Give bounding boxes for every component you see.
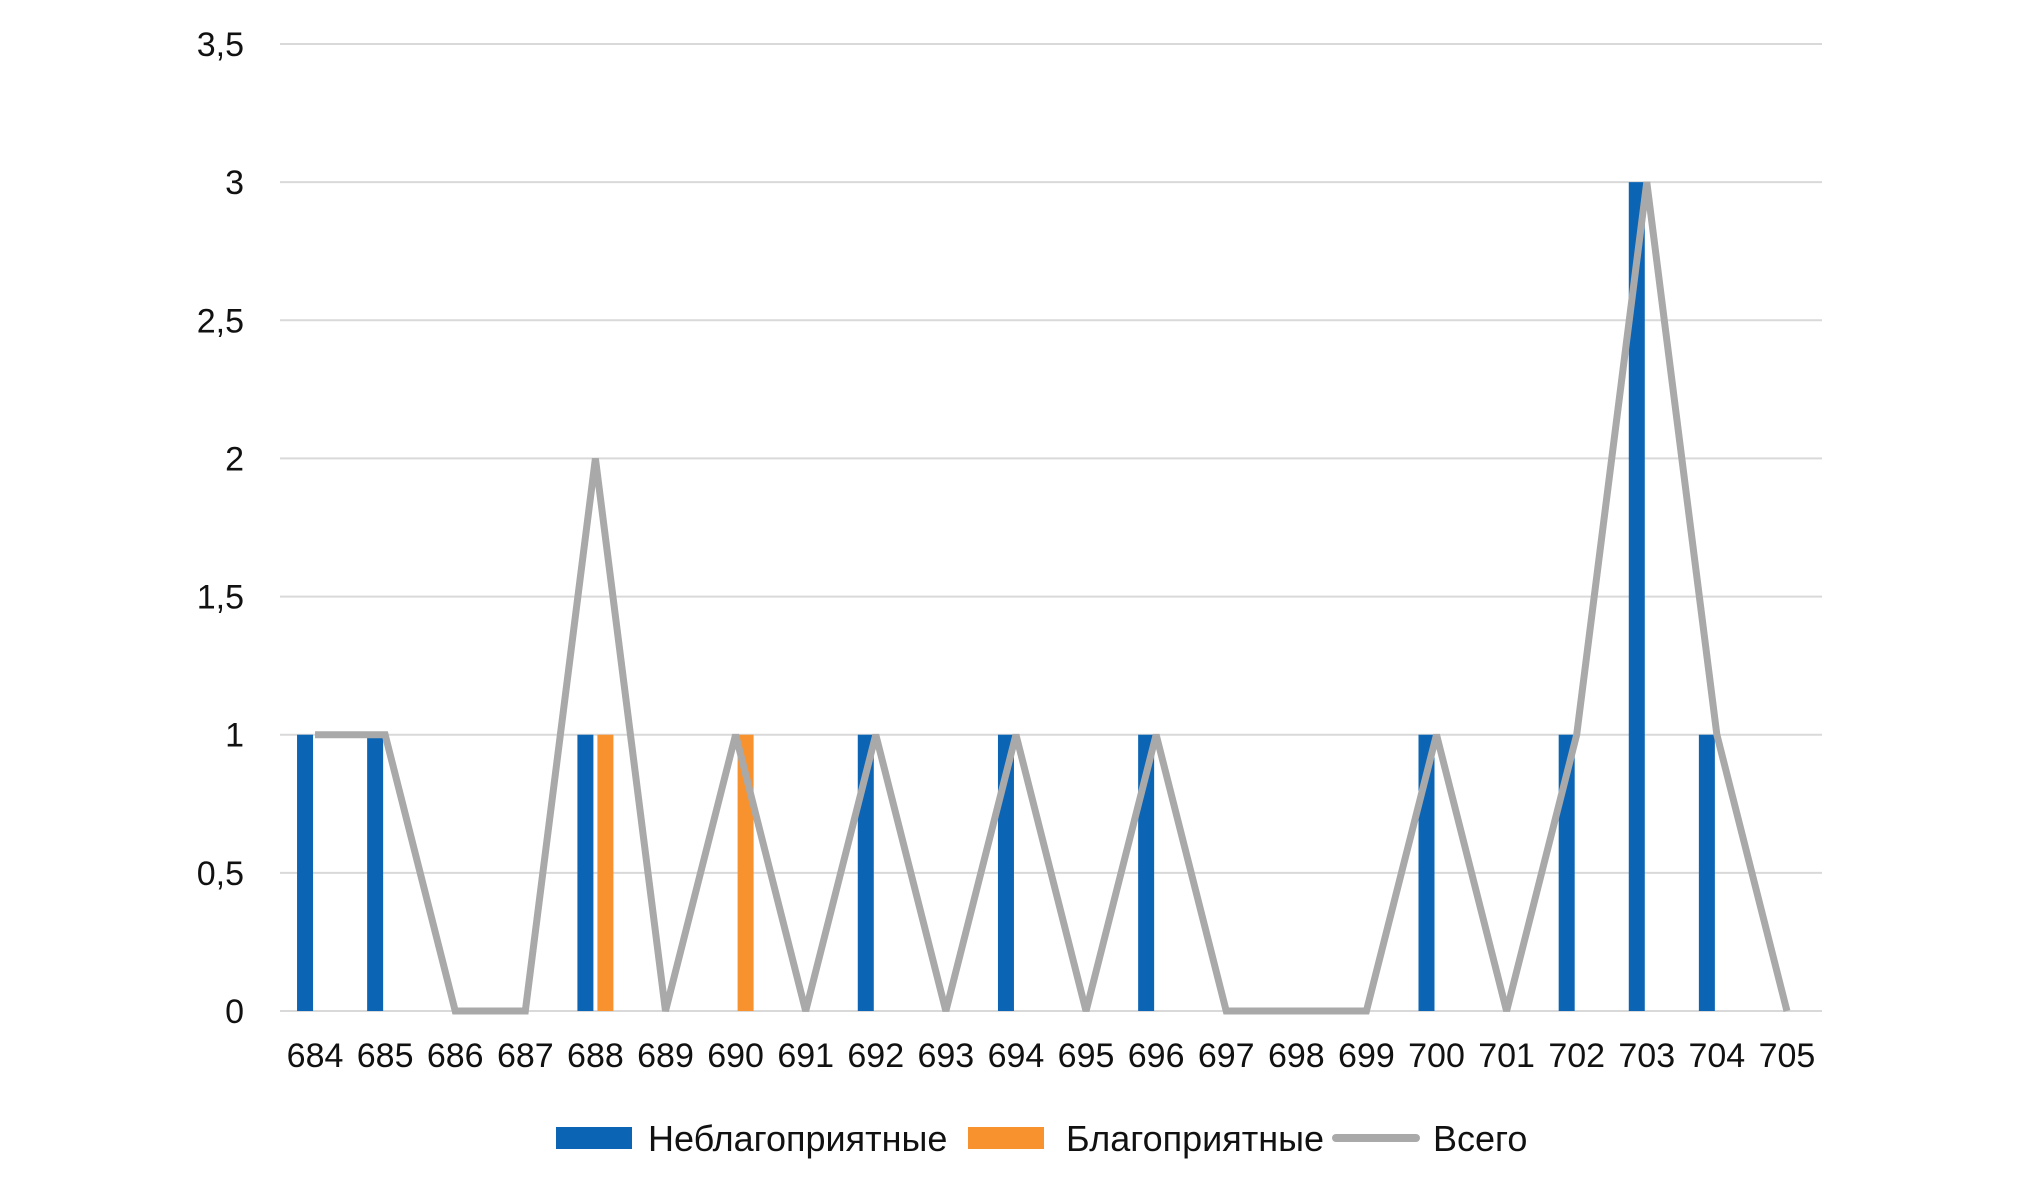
x-tick-label: 690 — [707, 1037, 764, 1075]
y-tick-label: 2,5 — [197, 302, 244, 340]
x-axis-ticks: 684 685 686 687 688 689 690 691 692 693 694 695 696 6… — [287, 1037, 1816, 1075]
x-tick-label: 689 — [637, 1037, 694, 1075]
bar-unfavorable — [297, 734, 314, 1011]
legend-label-total: Всего — [1433, 1118, 1527, 1159]
legend-label-unfavorable: Неблагоприятные — [648, 1118, 947, 1159]
x-tick-label: 695 — [1058, 1037, 1115, 1075]
x-tick-label: 687 — [497, 1037, 554, 1075]
legend-swatch-unfavorable — [556, 1127, 632, 1149]
y-axis-ticks: 0 0,5 1 1,5 2 2,5 3 3,5 — [197, 26, 244, 1031]
bar-favorable — [597, 734, 614, 1011]
gridlines — [280, 43, 1822, 1012]
bar-unfavorable — [367, 734, 384, 1011]
x-tick-label: 699 — [1338, 1037, 1395, 1075]
y-tick-label: 1,5 — [197, 579, 244, 617]
total-line — [315, 181, 1791, 1015]
x-tick-label: 693 — [917, 1037, 974, 1075]
series-line-total — [315, 181, 1791, 1015]
y-tick-label: 3 — [225, 164, 244, 202]
x-tick-label: 704 — [1688, 1037, 1745, 1075]
x-tick-label: 688 — [567, 1037, 624, 1075]
x-tick-label: 696 — [1128, 1037, 1185, 1075]
bar-unfavorable — [577, 734, 594, 1011]
x-tick-label: 702 — [1548, 1037, 1605, 1075]
legend-label-favorable: Благоприятные — [1066, 1118, 1324, 1159]
y-tick-label: 0,5 — [197, 855, 244, 893]
x-tick-label: 691 — [777, 1037, 834, 1075]
y-tick-label: 3,5 — [197, 26, 244, 64]
x-tick-label: 698 — [1268, 1037, 1325, 1075]
x-tick-label: 686 — [427, 1037, 484, 1075]
x-tick-label: 685 — [357, 1037, 414, 1075]
x-tick-label: 700 — [1408, 1037, 1465, 1075]
x-tick-label: 697 — [1198, 1037, 1255, 1075]
y-tick-label: 1 — [225, 717, 244, 755]
x-tick-label: 705 — [1759, 1037, 1816, 1075]
y-tick-label: 0 — [225, 993, 244, 1031]
bar-unfavorable — [1628, 182, 1645, 1012]
y-tick-label: 2 — [225, 440, 244, 478]
bar-unfavorable — [1698, 734, 1715, 1011]
legend: Неблагоприятные Благоприятные Всего — [556, 1118, 1527, 1159]
legend-swatch-favorable — [968, 1127, 1044, 1149]
x-tick-label: 684 — [287, 1037, 344, 1075]
x-tick-label: 703 — [1618, 1037, 1675, 1075]
x-tick-label: 694 — [988, 1037, 1045, 1075]
x-tick-label: 692 — [847, 1037, 904, 1075]
x-tick-label: 701 — [1478, 1037, 1535, 1075]
